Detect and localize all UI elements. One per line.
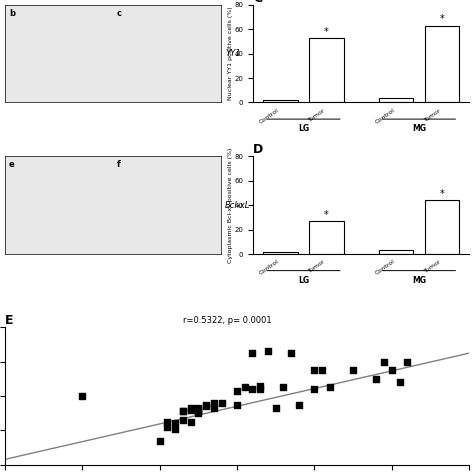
Point: [187, 404, 194, 412]
Text: *: *: [440, 14, 445, 24]
Text: MG: MG: [412, 124, 426, 133]
Point: [194, 410, 202, 417]
Point: [179, 408, 187, 415]
Bar: [309, 38, 344, 102]
Point: [256, 382, 264, 390]
Bar: [263, 100, 298, 102]
Point: [171, 419, 179, 427]
Point: [396, 378, 403, 386]
Bar: [263, 252, 298, 254]
Point: [310, 385, 318, 393]
Point: [380, 358, 388, 365]
Point: [272, 404, 280, 412]
Point: [287, 349, 295, 357]
Point: [280, 383, 287, 391]
Text: e: e: [9, 160, 15, 169]
Text: *: *: [324, 27, 329, 36]
Text: MG: MG: [412, 275, 426, 284]
Point: [164, 423, 171, 430]
Text: LG: LG: [298, 124, 309, 133]
Bar: [379, 98, 413, 102]
Point: [179, 408, 187, 415]
Y-axis label: Nuclear YY1 positive cells (%): Nuclear YY1 positive cells (%): [228, 7, 233, 100]
Text: D: D: [253, 143, 264, 156]
Text: c: c: [117, 9, 122, 18]
Point: [326, 383, 334, 391]
Bar: [379, 250, 413, 254]
Point: [164, 418, 171, 426]
Point: [264, 347, 272, 355]
Point: [256, 385, 264, 393]
Point: [233, 401, 241, 408]
Point: [249, 385, 256, 393]
Point: [295, 401, 303, 408]
Bar: [425, 200, 459, 254]
Point: [319, 366, 326, 374]
Y-axis label: Cytoplasmic Bcl-xL positive cells (%): Cytoplasmic Bcl-xL positive cells (%): [228, 147, 233, 263]
Point: [210, 404, 218, 412]
Point: [233, 387, 241, 395]
Bar: [425, 26, 459, 102]
Point: [187, 418, 194, 426]
Bar: [309, 221, 344, 254]
Text: C: C: [253, 0, 262, 5]
Point: [187, 406, 194, 413]
Text: LG: LG: [298, 275, 309, 284]
Point: [202, 401, 210, 408]
Point: [194, 408, 202, 415]
Text: b: b: [9, 9, 15, 18]
Point: [78, 392, 86, 400]
Point: [171, 425, 179, 432]
Text: Bcl-xL: Bcl-xL: [225, 201, 250, 210]
Text: r=0.5322, p= 0.0001: r=0.5322, p= 0.0001: [183, 316, 272, 325]
Point: [373, 375, 380, 383]
Point: [218, 399, 225, 407]
Point: [202, 402, 210, 410]
Point: [194, 404, 202, 412]
Point: [388, 366, 396, 374]
Text: E: E: [5, 314, 13, 328]
Text: YY1: YY1: [225, 49, 241, 58]
Point: [403, 358, 411, 365]
Point: [349, 366, 357, 374]
Text: *: *: [324, 210, 329, 220]
Point: [194, 406, 202, 413]
Text: *: *: [440, 189, 445, 199]
Point: [241, 383, 248, 391]
Point: [179, 416, 187, 424]
Point: [156, 437, 164, 444]
Point: [310, 366, 318, 374]
Point: [210, 399, 218, 407]
Text: f: f: [117, 160, 121, 169]
Point: [249, 349, 256, 357]
